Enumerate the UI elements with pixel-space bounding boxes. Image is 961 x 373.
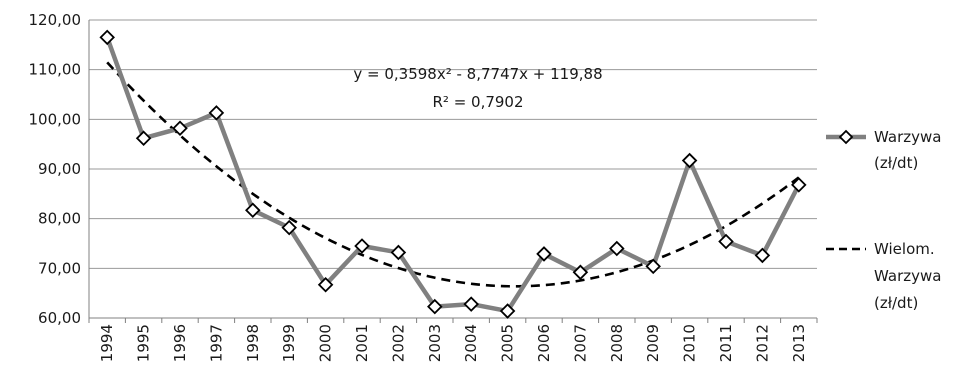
x-tick-label: 2006 — [535, 324, 553, 362]
legend-marker-warzywa — [838, 129, 854, 145]
data-point-marker — [281, 219, 297, 236]
legend-label-warzywa: Warzywa — [874, 128, 941, 146]
x-tick-label: 2003 — [426, 324, 444, 362]
x-tick-label: 1997 — [207, 324, 225, 362]
legend: Warzywa (zł/dt) Wielom. Warzywa (zł/dt) — [826, 128, 941, 312]
data-point-marker — [463, 296, 479, 312]
x-tick-label: 2001 — [353, 324, 371, 362]
data-point-marker — [645, 258, 661, 275]
y-tick-label: 60,00 — [38, 309, 81, 327]
data-point-marker — [609, 240, 625, 257]
x-tick-label: 1999 — [280, 324, 298, 362]
legend-label-trendline: Warzywa — [874, 267, 941, 285]
y-tick-label: 120,00 — [29, 11, 82, 29]
y-tick-label: 90,00 — [38, 160, 81, 178]
y-tick-label: 100,00 — [29, 110, 82, 128]
data-point-marker — [499, 303, 516, 319]
trendline-polynomial — [106, 61, 800, 288]
y-tick-label: 110,00 — [29, 61, 82, 79]
x-tick-label: 2009 — [644, 324, 662, 362]
data-point-marker — [245, 202, 261, 218]
legend-label-trendline: (zł/dt) — [874, 294, 918, 312]
x-tick-label: 2005 — [499, 324, 517, 362]
series-layer — [99, 29, 807, 319]
trend-r-squared: R² = 0,7902 — [432, 93, 523, 111]
y-tick-label: 80,00 — [38, 210, 81, 228]
data-point-marker — [317, 276, 334, 293]
trendline-layer — [106, 61, 800, 288]
axes — [88, 20, 818, 323]
trend-equation: y = 0,3598x² - 8,7747x + 119,88 — [353, 65, 602, 83]
x-tick-label: 1996 — [171, 324, 189, 362]
data-point-marker — [99, 29, 115, 46]
gridlines — [89, 19, 817, 269]
data-point-marker — [208, 105, 225, 121]
data-point-marker — [572, 264, 589, 281]
x-tick-label: 1994 — [98, 324, 116, 362]
data-point-marker — [172, 120, 188, 137]
data-point-marker — [354, 238, 370, 254]
x-tick-label: 1998 — [244, 324, 262, 362]
data-point-marker — [427, 298, 443, 315]
x-tick-label: 2002 — [389, 324, 407, 362]
x-tick-label: 2010 — [681, 324, 699, 362]
data-point-marker — [754, 247, 771, 264]
x-tick-label: 2012 — [753, 324, 771, 362]
x-tick-label: 2011 — [717, 324, 735, 362]
x-tick-label: 2004 — [462, 324, 480, 362]
data-point-marker — [135, 130, 152, 146]
data-point-marker — [681, 152, 698, 169]
data-point-marker — [536, 246, 552, 262]
data-point-marker — [791, 177, 807, 193]
x-tick-label: 2000 — [317, 324, 335, 362]
series-line-warzywa — [105, 36, 801, 314]
tick-labels: 60,00 70,00 80,00 90,00 100,00 110,00 120,00 19… — [29, 11, 808, 362]
data-point-marker — [390, 244, 407, 261]
data-point-marker — [718, 233, 734, 250]
legend-label-warzywa: (zł/dt) — [874, 154, 918, 172]
x-tick-label: 1995 — [135, 324, 153, 362]
equation-annotation: y = 0,3598x² - 8,7747x + 119,88 R² = 0,79… — [353, 65, 602, 111]
x-tick-label: 2013 — [790, 324, 808, 362]
x-tick-label: 2008 — [608, 324, 626, 362]
legend-label-trendline: Wielom. — [874, 240, 935, 258]
y-tick-label: 70,00 — [38, 259, 81, 277]
x-tick-label: 2007 — [571, 324, 589, 362]
